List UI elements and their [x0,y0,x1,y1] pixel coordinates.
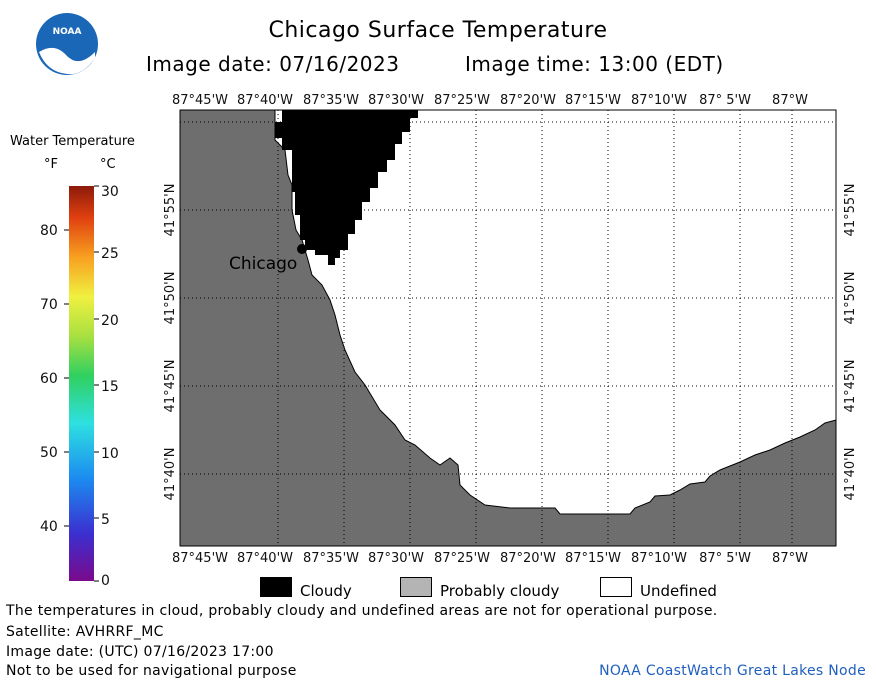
lat-label-left: 41°50'N [163,272,178,325]
lon-label-bottom: 87°40'W [237,551,293,566]
lon-label-bottom: 87°25'W [434,551,490,566]
map-border [179,109,837,547]
lat-label-left: 41°45'N [163,360,178,413]
lon-label-bottom: 87°15'W [565,551,621,566]
key-undefined-label: Undefined [640,582,717,600]
f-tick-60: 60 [40,371,58,387]
lon-label-bottom: 87°45'W [172,551,228,566]
unit-c-label: °C [100,157,116,172]
footer-credit: NOAA CoastWatch Great Lakes Node [599,663,866,679]
lon-label-top: 87°20'W [500,93,556,108]
lon-label-top: 87°35'W [303,93,359,108]
key-undefined-swatch [600,577,632,597]
lon-label-top: 87°40'W [237,93,293,108]
key-cloudy-swatch [260,577,292,597]
lat-label-right: 41°50'N [843,272,858,325]
logo-text: NOAA [53,27,82,37]
lon-label-top: 87°15'W [565,93,621,108]
lon-label-bottom: 87°20'W [500,551,556,566]
f-tick-40: 40 [40,519,58,535]
key-probably-cloudy-swatch [400,577,432,597]
f-tick-80: 80 [40,223,58,239]
lon-label-top: 87°25'W [434,93,490,108]
lat-label-left: 41°40'N [163,448,178,501]
lon-label-top: 87°45'W [172,93,228,108]
lon-label-bottom: 87°10'W [631,551,687,566]
lon-label-bottom: 87° 5'W [699,551,751,566]
lon-label-top: 87°10'W [631,93,687,108]
lon-label-bottom: 87°30'W [368,551,424,566]
footer-satellite: Satellite: AVHRRF_MC [6,624,164,640]
c-tick-15: 15 [101,379,119,395]
f-tick-70: 70 [40,297,58,313]
unit-f-label: °F [44,157,58,172]
map-frame: Chicago 87°45'W 87°40'W 87°35'W 87°30'W … [163,93,858,566]
f-tick-50: 50 [40,445,58,461]
lat-label-right: 41°40'N [843,448,858,501]
colorbar: 80 70 60 50 40 30 25 20 15 10 5 0 [40,184,119,589]
key-probably-cloudy-label: Probably cloudy [440,582,560,600]
chicago-marker [297,244,307,254]
lon-label-bottom: 87°W [772,551,808,566]
c-tick-20: 20 [101,313,119,329]
image-date: Image date: 07/16/2023 [146,52,400,76]
lon-label-top: 87°30'W [368,93,424,108]
lat-label-right: 41°55'N [843,184,858,237]
image-time: Image time: 13:00 (EDT) [465,52,724,76]
c-tick-30: 30 [101,184,119,200]
colorbar-title: Water Temperature [10,134,135,149]
lon-label-top: 87°W [772,93,808,108]
c-tick-0: 0 [101,573,110,589]
c-tick-5: 5 [101,512,110,528]
noaa-logo: NOAA [36,13,98,75]
footer-note: The temperatures in cloud, probably clou… [6,603,718,619]
footer-utc-date: Image date: (UTC) 07/16/2023 17:00 [6,644,274,660]
colorbar-gradient [69,186,94,581]
cloudy-area [275,110,418,265]
chicago-label: Chicago [229,254,297,274]
footer-nav-warning: Not to be used for navigational purpose [6,663,297,679]
land-area [179,109,837,547]
c-tick-25: 25 [101,246,119,262]
c-tick-10: 10 [101,446,119,462]
graticule [180,110,836,546]
lon-label-top: 87° 5'W [699,93,751,108]
page-title: Chicago Surface Temperature [268,18,608,43]
lon-label-bottom: 87°35'W [303,551,359,566]
lat-label-right: 41°45'N [843,360,858,413]
key-cloudy-label: Cloudy [300,582,352,600]
lat-label-left: 41°55'N [163,184,178,237]
